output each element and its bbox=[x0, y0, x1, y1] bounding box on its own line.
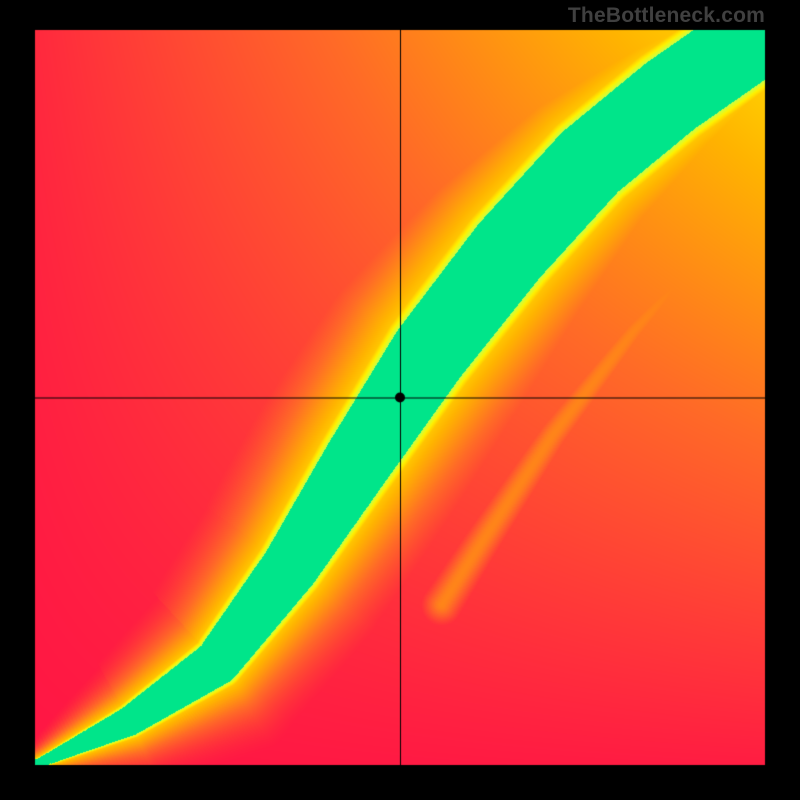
bottleneck-heatmap bbox=[0, 0, 800, 800]
watermark-text: TheBottleneck.com bbox=[568, 4, 765, 28]
